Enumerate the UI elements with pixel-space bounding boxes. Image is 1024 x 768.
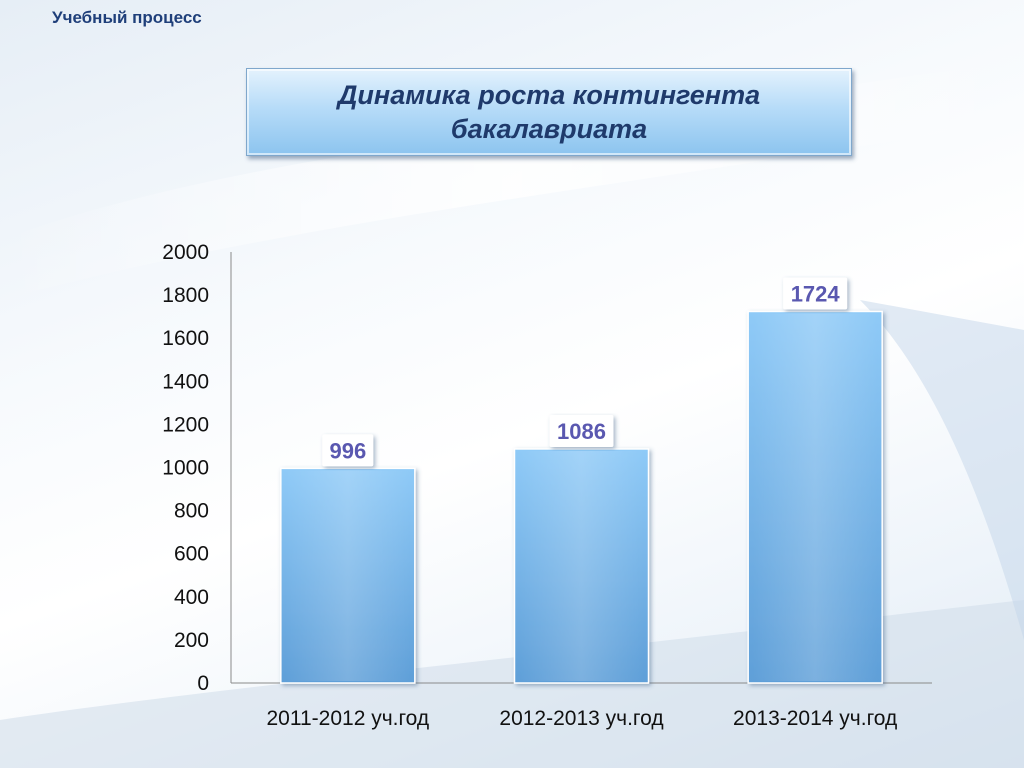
y-tick-label: 600 — [174, 543, 209, 566]
y-tick-label: 2000 — [162, 241, 209, 264]
data-label-box — [322, 434, 374, 467]
y-tick-label: 400 — [174, 586, 209, 609]
title-box: Динамика роста контингента бакалавриата — [246, 68, 852, 156]
x-category-label: 2011-2012 уч.год — [267, 707, 430, 730]
y-tick-label: 1000 — [162, 457, 209, 480]
data-label: 1724 — [791, 281, 841, 306]
y-tick-label: 1400 — [162, 370, 209, 393]
y-tick-label: 1800 — [162, 284, 209, 307]
y-tick-label: 1200 — [162, 413, 209, 436]
y-tick-label: 800 — [174, 500, 209, 523]
data-label: 1086 — [557, 419, 606, 444]
bar-highlight — [752, 313, 879, 681]
y-tick-label: 0 — [197, 672, 209, 695]
data-label: 996 — [329, 438, 366, 463]
data-label-box — [549, 414, 614, 447]
data-label-box — [783, 277, 848, 310]
y-tick-label: 1600 — [162, 327, 209, 350]
bar-highlight — [284, 470, 411, 681]
x-category-label: 2012-2013 уч.год — [499, 707, 663, 730]
section-label: Учебный процесс — [52, 8, 202, 27]
bar-highlight — [518, 450, 645, 681]
y-tick-label: 200 — [174, 629, 209, 652]
slide-title: Динамика роста контингента бакалавриата — [337, 80, 761, 144]
x-category-label: 2013-2014 уч.год — [733, 707, 897, 730]
